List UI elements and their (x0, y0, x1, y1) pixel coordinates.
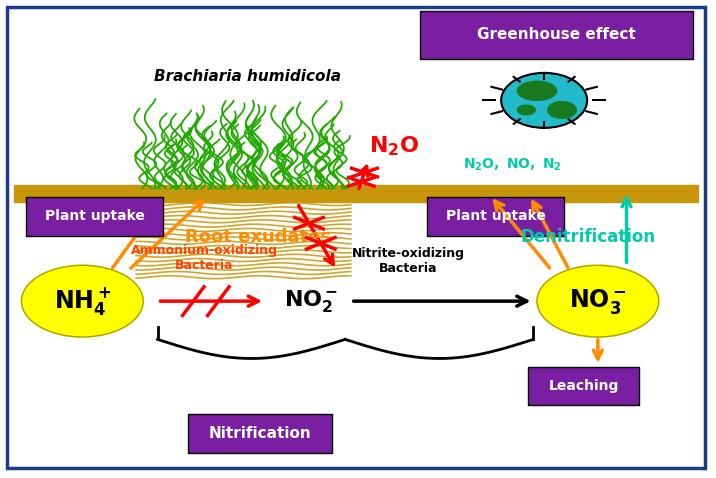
Text: Brachiaria humidicola: Brachiaria humidicola (153, 69, 341, 84)
Text: Leaching: Leaching (548, 379, 619, 393)
FancyBboxPatch shape (528, 367, 639, 405)
Text: Root exudates: Root exudates (185, 228, 331, 246)
Bar (14, 185, 698, 202)
FancyBboxPatch shape (420, 11, 693, 59)
Text: Plant uptake: Plant uptake (446, 209, 546, 223)
FancyBboxPatch shape (427, 197, 564, 236)
Text: Nitrite-oxidizing
Bacteria: Nitrite-oxidizing Bacteria (352, 247, 465, 274)
FancyBboxPatch shape (26, 197, 163, 236)
Text: $\mathbf{NH_4^+}$: $\mathbf{NH_4^+}$ (54, 285, 111, 317)
Text: Nitrification: Nitrification (208, 426, 311, 441)
Ellipse shape (21, 265, 143, 337)
Text: Ammonium-oxidizing
Bacteria: Ammonium-oxidizing Bacteria (130, 244, 278, 272)
Ellipse shape (517, 81, 557, 100)
FancyBboxPatch shape (7, 7, 705, 468)
Ellipse shape (517, 105, 536, 115)
Text: Denitrification: Denitrification (520, 228, 655, 246)
Text: $\mathbf{NO_3^-}$: $\mathbf{NO_3^-}$ (569, 287, 626, 315)
Ellipse shape (537, 265, 659, 337)
Text: $\mathbf{N_2O,\ NO,\ N_2}$: $\mathbf{N_2O,\ NO,\ N_2}$ (463, 157, 561, 173)
Text: Greenhouse effect: Greenhouse effect (478, 27, 636, 42)
Text: Plant uptake: Plant uptake (45, 209, 145, 223)
Text: $\mathbf{NO_2^-}$: $\mathbf{NO_2^-}$ (284, 288, 339, 314)
Ellipse shape (501, 73, 587, 128)
FancyBboxPatch shape (188, 414, 332, 453)
Ellipse shape (548, 102, 576, 119)
Text: $\mathbf{N_2O}$: $\mathbf{N_2O}$ (369, 134, 419, 158)
